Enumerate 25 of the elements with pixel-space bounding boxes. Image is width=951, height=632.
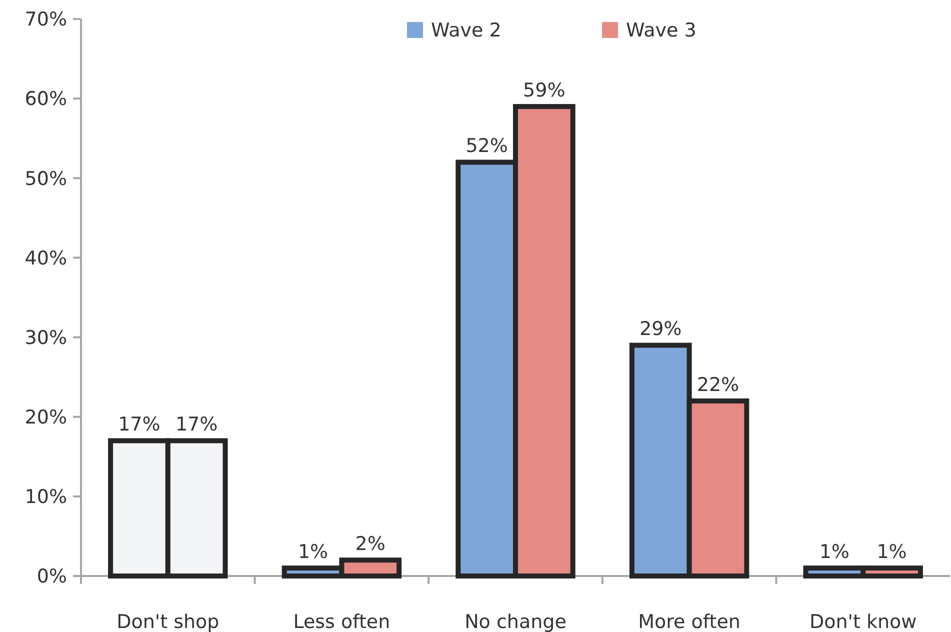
legend-label: Wave 3 xyxy=(626,20,696,42)
data-label: 29% xyxy=(640,318,682,340)
y-tick-label: 10% xyxy=(24,486,67,508)
y-tick-label: 50% xyxy=(24,168,67,190)
data-label: 59% xyxy=(523,80,566,102)
y-tick-label: 30% xyxy=(24,326,67,349)
y-tick-label: 0% xyxy=(36,566,67,588)
data-label: 22% xyxy=(696,374,740,396)
data-label: 1% xyxy=(876,541,907,564)
x-tick-label: Less often xyxy=(293,611,390,632)
data-label: 1% xyxy=(819,541,850,564)
legend-label: Wave 2 xyxy=(431,20,502,42)
data-label: 2% xyxy=(355,533,386,556)
x-tick-label: Don't know xyxy=(809,611,917,632)
y-tick-label: 40% xyxy=(24,247,67,270)
data-label: 1% xyxy=(298,541,328,564)
x-tick-label: More often xyxy=(638,611,740,632)
x-tick-label: Don't shop xyxy=(116,611,220,632)
data-label: 17% xyxy=(118,414,160,436)
data-label: 52% xyxy=(466,135,508,158)
y-tick-label: 20% xyxy=(24,406,67,429)
data-label: 17% xyxy=(175,414,218,436)
y-tick-label: 70% xyxy=(24,8,67,31)
x-tick-label: No change xyxy=(464,611,566,632)
y-tick-label: 60% xyxy=(24,88,67,110)
